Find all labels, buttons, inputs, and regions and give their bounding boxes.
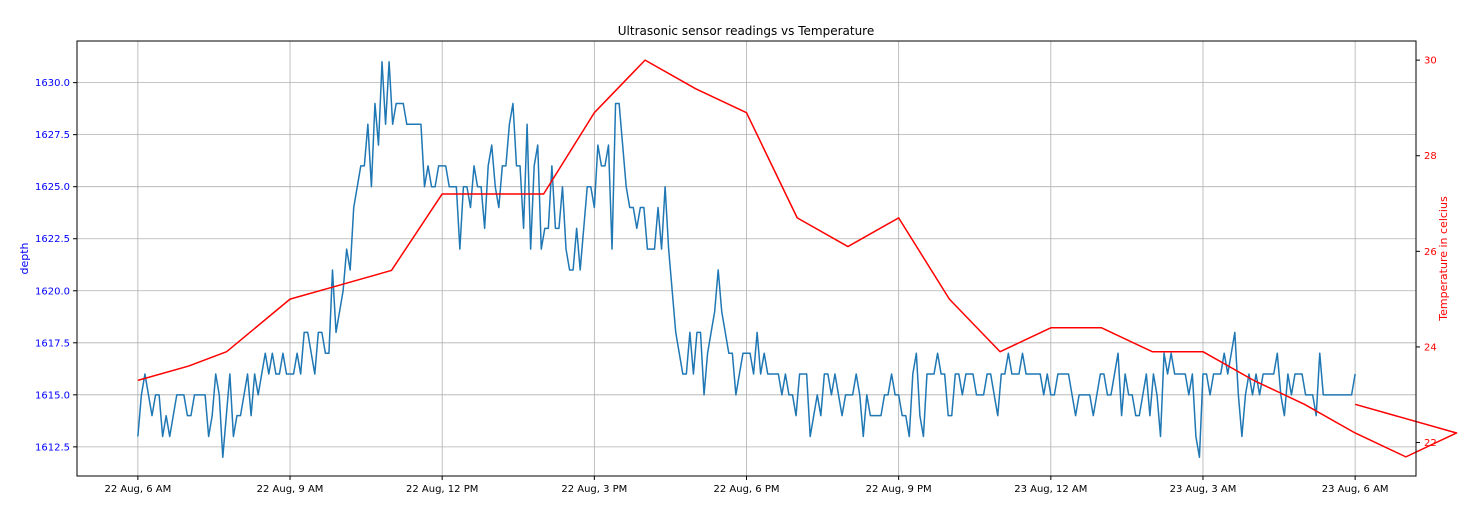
temperature-series-group	[137, 59, 1458, 458]
depth-series-group	[137, 61, 1356, 459]
right-axis-ticks: 22 24 26 28 30	[1416, 56, 1437, 449]
left-axis-label: depth	[18, 242, 31, 274]
left-tick-label: 1615.0	[35, 390, 70, 401]
left-tick-label: 1622.5	[35, 234, 70, 245]
temperature-series-line	[137, 59, 1458, 458]
left-tick-label: 1612.5	[35, 442, 70, 453]
right-tick-label: 28	[1424, 151, 1437, 162]
right-tick-label: 26	[1424, 247, 1437, 258]
x-tick-label: 22 Aug, 9 PM	[866, 484, 932, 495]
left-tick-label: 1627.5	[35, 130, 70, 141]
x-tick-label: 22 Aug, 9 AM	[257, 484, 324, 495]
left-axis-ticks: 1612.5 1615.0 1617.5 1620.0 1622.5 1625.0 1627…	[35, 78, 77, 453]
x-tick-label: 22 Aug, 12 PM	[406, 484, 478, 495]
chart-title: Ultrasonic sensor readings vs Temperatur…	[618, 24, 874, 38]
x-axis-ticks: 22 Aug, 6 AM 22 Aug, 9 AM 22 Aug, 12 PM 22 …	[104, 476, 1389, 495]
x-tick-label: 23 Aug, 3 AM	[1170, 484, 1237, 495]
left-tick-label: 1620.0	[35, 286, 70, 297]
right-axis-label: Temperature in celcius	[1437, 196, 1450, 322]
x-tick-label: 22 Aug, 6 AM	[104, 484, 171, 495]
right-tick-label: 22	[1424, 438, 1437, 449]
x-tick-label: 23 Aug, 12 AM	[1014, 484, 1087, 495]
depth-series-line	[137, 61, 1356, 459]
left-tick-label: 1630.0	[35, 78, 70, 89]
x-tick-label: 22 Aug, 6 PM	[714, 484, 780, 495]
x-tick-label: 23 Aug, 6 AM	[1322, 484, 1389, 495]
right-tick-label: 24	[1424, 342, 1437, 353]
left-tick-label: 1625.0	[35, 182, 70, 193]
right-tick-label: 30	[1424, 56, 1437, 67]
x-tick-label: 22 Aug, 3 PM	[561, 484, 627, 495]
left-tick-label: 1617.5	[35, 338, 70, 349]
